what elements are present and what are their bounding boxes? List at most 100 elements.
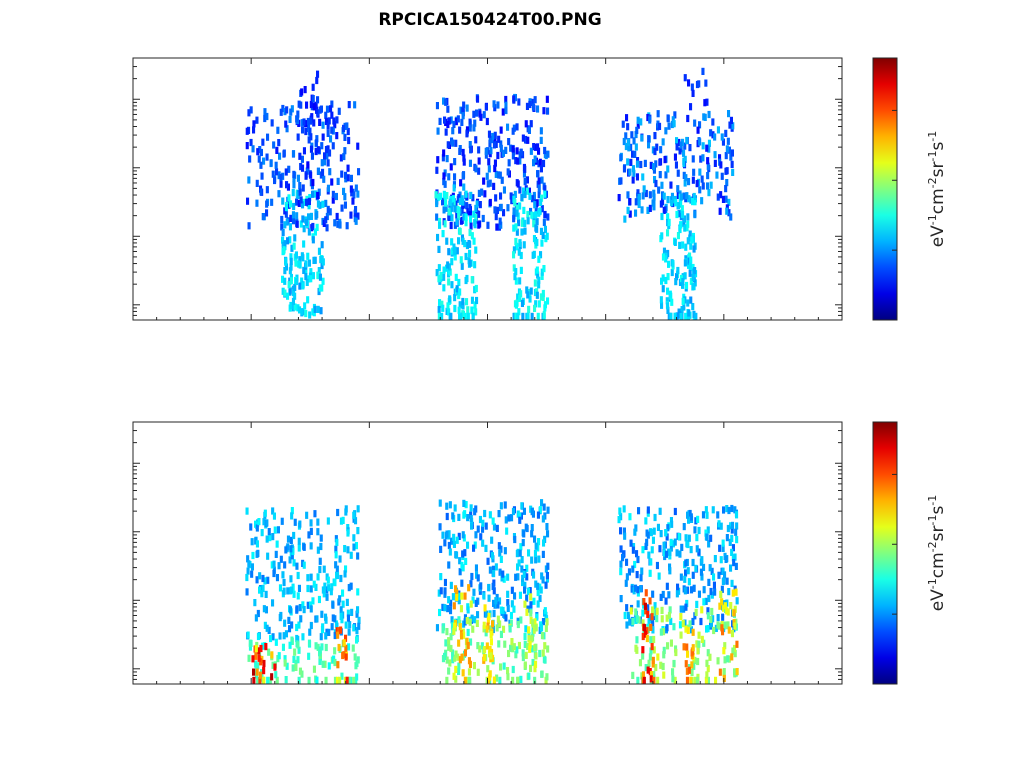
flux-cell xyxy=(300,277,304,285)
flux-cell xyxy=(665,582,669,590)
flux-cell xyxy=(476,525,480,533)
flux-cell xyxy=(281,287,285,295)
flux-cell xyxy=(316,573,320,581)
flux-cell xyxy=(284,168,288,176)
flux-cell xyxy=(647,617,651,625)
flux-cell xyxy=(653,132,657,140)
flux-cell xyxy=(314,190,318,198)
flux-cell xyxy=(302,606,306,614)
flux-cell xyxy=(719,161,723,169)
flux-cell xyxy=(443,587,447,595)
flux-cell xyxy=(523,600,527,608)
flux-cell xyxy=(539,227,543,235)
flux-cell xyxy=(452,672,456,680)
flux-cell xyxy=(265,209,269,217)
flux-cell xyxy=(439,271,443,280)
flux-cell xyxy=(525,102,529,110)
flux-cell xyxy=(347,584,351,592)
flux-cell xyxy=(733,553,737,561)
flux-cell xyxy=(720,624,724,632)
flux-cell xyxy=(466,306,470,314)
flux-cell xyxy=(341,516,345,524)
flux-cell xyxy=(339,574,343,583)
flux-cell xyxy=(466,541,470,549)
flux-cell xyxy=(334,561,338,569)
flux-cell xyxy=(298,604,302,612)
flux-cell xyxy=(252,668,256,676)
flux-cell xyxy=(653,147,657,156)
flux-cell xyxy=(504,614,508,622)
flux-cell xyxy=(485,117,489,126)
flux-cell xyxy=(252,120,256,128)
flux-cell xyxy=(539,127,543,135)
flux-cell xyxy=(272,560,276,568)
flux-cell xyxy=(469,222,473,230)
flux-cell xyxy=(514,573,518,581)
flux-cell xyxy=(461,148,465,157)
flux-cell xyxy=(255,524,259,532)
flux-cell xyxy=(679,613,683,621)
flux-cell xyxy=(700,197,704,205)
flux-cell xyxy=(517,248,521,256)
flux-cell xyxy=(307,228,311,236)
flux-cell xyxy=(344,653,348,661)
flux-cell xyxy=(469,191,473,199)
flux-cell xyxy=(688,252,692,260)
flux-cell xyxy=(498,568,502,576)
flux-cell xyxy=(533,201,537,209)
flux-cell xyxy=(706,172,710,180)
flux-cell xyxy=(636,555,640,564)
flux-cell xyxy=(305,101,309,109)
flux-cell xyxy=(511,645,515,653)
flux-cell xyxy=(336,220,340,228)
flux-cell xyxy=(546,150,550,158)
flux-cell xyxy=(733,506,737,514)
flux-cell xyxy=(322,565,326,573)
flux-cell xyxy=(293,303,297,311)
flux-cell xyxy=(641,671,645,679)
flux-cell xyxy=(508,625,512,633)
flux-cell xyxy=(447,248,451,256)
flux-cell xyxy=(281,228,285,237)
flux-cell xyxy=(327,662,331,670)
flux-cell xyxy=(251,551,255,560)
flux-cell xyxy=(649,623,653,631)
flux-cell xyxy=(466,628,470,637)
flux-cell xyxy=(287,616,291,624)
flux-cell xyxy=(464,213,468,221)
flux-cell xyxy=(683,179,687,187)
flux-cell xyxy=(313,305,317,313)
flux-cell xyxy=(725,607,729,615)
flux-cell xyxy=(685,281,689,290)
flux-cell xyxy=(345,598,349,606)
flux-cell xyxy=(509,619,513,627)
flux-cell xyxy=(731,168,735,176)
flux-cell xyxy=(499,140,503,148)
flux-cell xyxy=(307,676,311,684)
flux-cell xyxy=(506,667,510,675)
flux-cell xyxy=(506,673,510,681)
flux-cell xyxy=(540,176,544,184)
flux-cell xyxy=(439,545,443,553)
flux-cell xyxy=(691,155,695,163)
flux-cell xyxy=(294,259,298,267)
flux-cell xyxy=(249,523,253,531)
flux-cell xyxy=(679,631,683,639)
flux-cell xyxy=(670,520,674,528)
flux-cell xyxy=(458,656,462,664)
flux-cell xyxy=(472,210,476,218)
flux-cell xyxy=(297,199,301,207)
flux-cell xyxy=(522,241,526,249)
flux-cell xyxy=(521,649,525,657)
flux-cell xyxy=(703,99,707,107)
flux-cell xyxy=(458,557,462,565)
flux-cell xyxy=(261,642,265,650)
flux-cell xyxy=(272,512,276,520)
flux-cell xyxy=(696,647,700,655)
flux-cell xyxy=(318,657,322,665)
flux-cell xyxy=(685,643,689,651)
flux-cell xyxy=(514,242,518,250)
flux-cell xyxy=(437,264,441,272)
flux-cell xyxy=(680,543,684,551)
flux-cell xyxy=(274,161,278,169)
